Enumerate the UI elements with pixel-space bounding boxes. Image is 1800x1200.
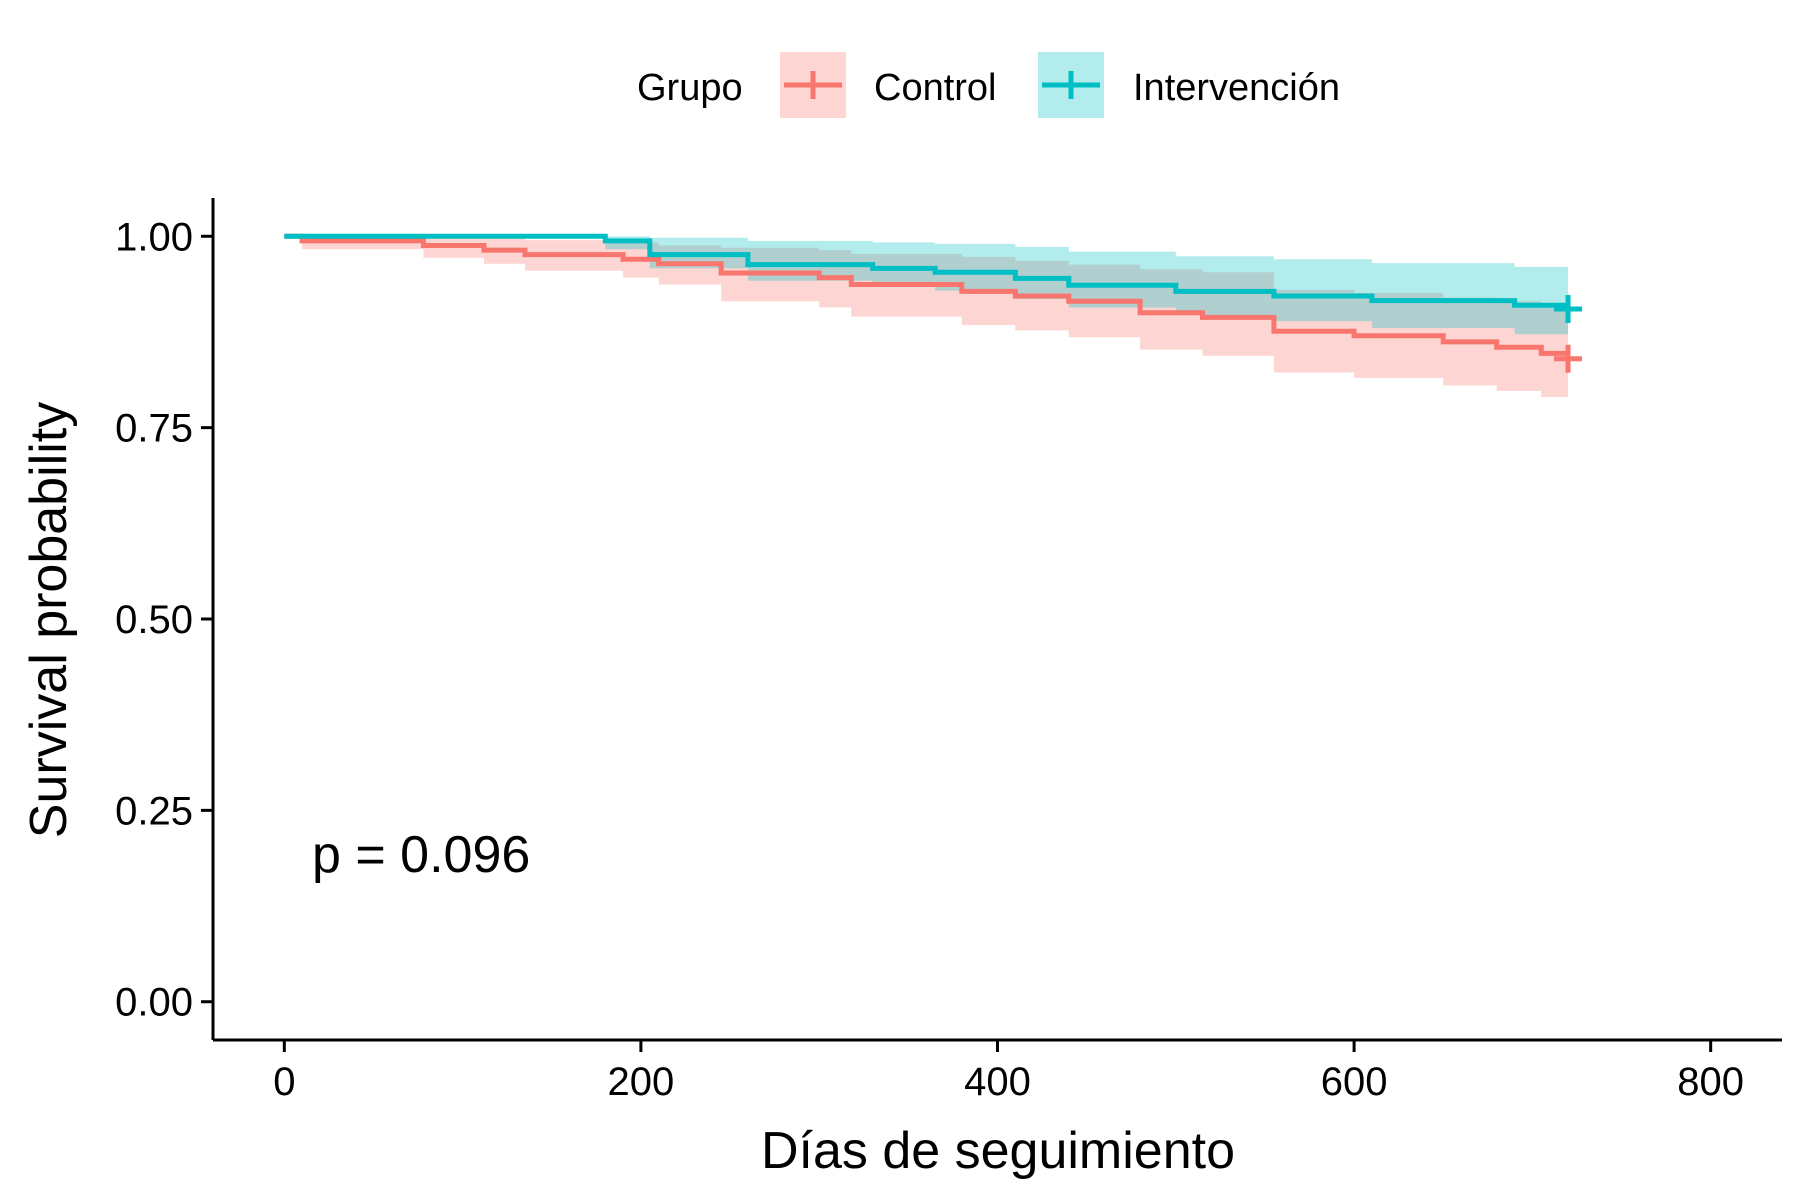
x-tick-label: 400	[964, 1060, 1031, 1104]
confidence-band-control	[284, 236, 1568, 401]
x-tick-label: 600	[1321, 1060, 1388, 1104]
p-value-annotation: p = 0.096	[312, 826, 530, 884]
y-tick-label: 0.00	[115, 981, 193, 1025]
legend-title: Grupo	[637, 67, 743, 109]
confidence-band-intervencion	[284, 236, 1568, 340]
survival-line-intervencion	[284, 233, 1571, 309]
x-tick-label: 0	[273, 1060, 295, 1104]
x-tick-label: 800	[1677, 1060, 1744, 1104]
y-tick-label: 0.25	[115, 789, 193, 833]
x-axis-title: Días de seguimiento	[761, 1122, 1235, 1180]
x-axis-ticks: 0 200 400 600 800	[273, 1040, 1744, 1104]
y-axis-title: Survival probability	[20, 402, 78, 838]
legend-label-intervencion: Intervención	[1133, 67, 1340, 109]
censor-mark-control	[1554, 344, 1583, 373]
censor-mark-intervencion	[1554, 294, 1583, 323]
legend: Grupo Control Intervención	[637, 52, 1340, 118]
y-tick-label: 0.50	[115, 598, 193, 642]
survival-line-control	[284, 233, 1571, 359]
legend-label-control: Control	[874, 67, 997, 109]
plot-area	[284, 233, 1583, 401]
x-tick-label: 200	[608, 1060, 675, 1104]
y-tick-label: 0.75	[115, 407, 193, 451]
y-tick-label: 1.00	[115, 215, 193, 259]
y-axis-ticks: 0.00 0.25 0.50 0.75 1.00	[115, 215, 213, 1025]
